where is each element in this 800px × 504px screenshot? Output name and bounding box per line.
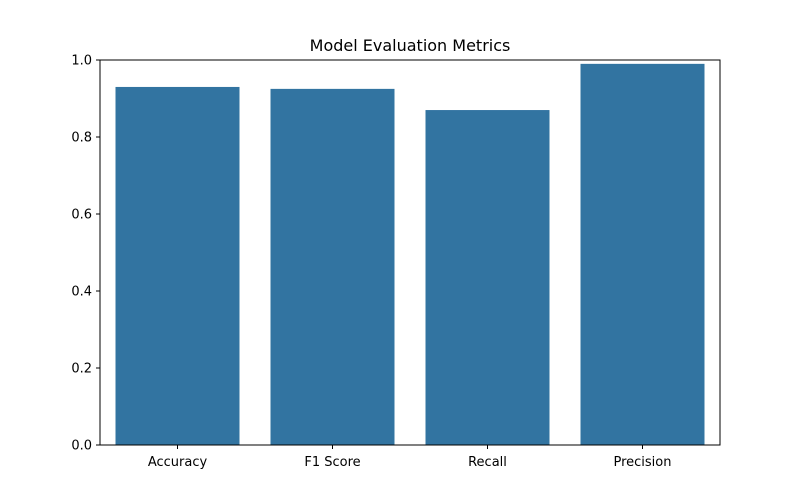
y-tick-label: 0.0 <box>71 439 92 454</box>
x-tick-label: Precision <box>613 455 671 470</box>
y-tick-label: 0.4 <box>71 285 92 300</box>
y-tick-label: 1.0 <box>71 54 92 69</box>
bars-layer <box>115 63 705 446</box>
y-tick-label: 0.6 <box>71 208 92 223</box>
y-axis: 0.0 0.2 0.4 0.6 0.8 1.0 <box>71 54 100 454</box>
x-axis: Accuracy F1 Score Recall Precision <box>148 445 672 470</box>
plot-frame <box>99 59 721 446</box>
x-tick-label: Accuracy <box>148 455 208 470</box>
x-tick-label: Recall <box>468 455 507 470</box>
x-tick-label: F1 Score <box>304 455 360 470</box>
bar-precision <box>580 63 705 445</box>
chart-title: Model Evaluation Metrics <box>310 36 511 55</box>
bar-recall <box>425 110 550 446</box>
bar-f1-score <box>270 88 395 445</box>
y-tick-label: 0.8 <box>71 131 92 146</box>
y-tick-label: 0.2 <box>71 362 92 377</box>
bar-accuracy <box>115 86 240 445</box>
